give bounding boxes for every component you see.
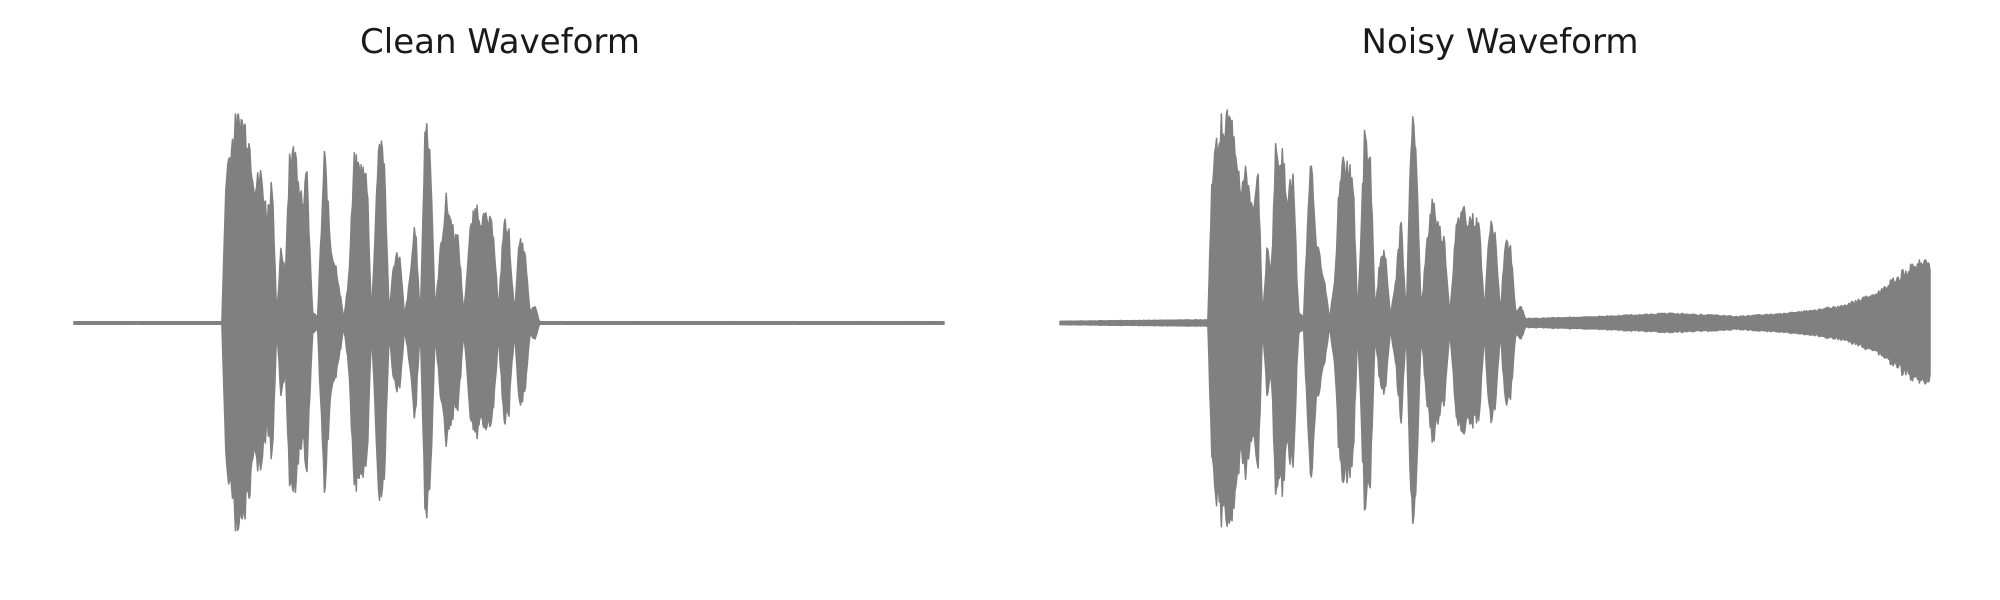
noisy-waveform-envelope: [1059, 109, 1931, 528]
clean-waveform-title: Clean Waveform: [360, 22, 640, 62]
noisy-waveform-plot: [1059, 109, 1931, 528]
noisy-waveform-panel: Noisy Waveform: [1000, 0, 2000, 600]
clean-waveform-envelope: [73, 113, 945, 532]
clean-waveform-plot: [73, 113, 945, 532]
clean-waveform-panel: Clean Waveform: [73, 22, 945, 532]
noisy-waveform-title: Noisy Waveform: [1361, 22, 1639, 62]
